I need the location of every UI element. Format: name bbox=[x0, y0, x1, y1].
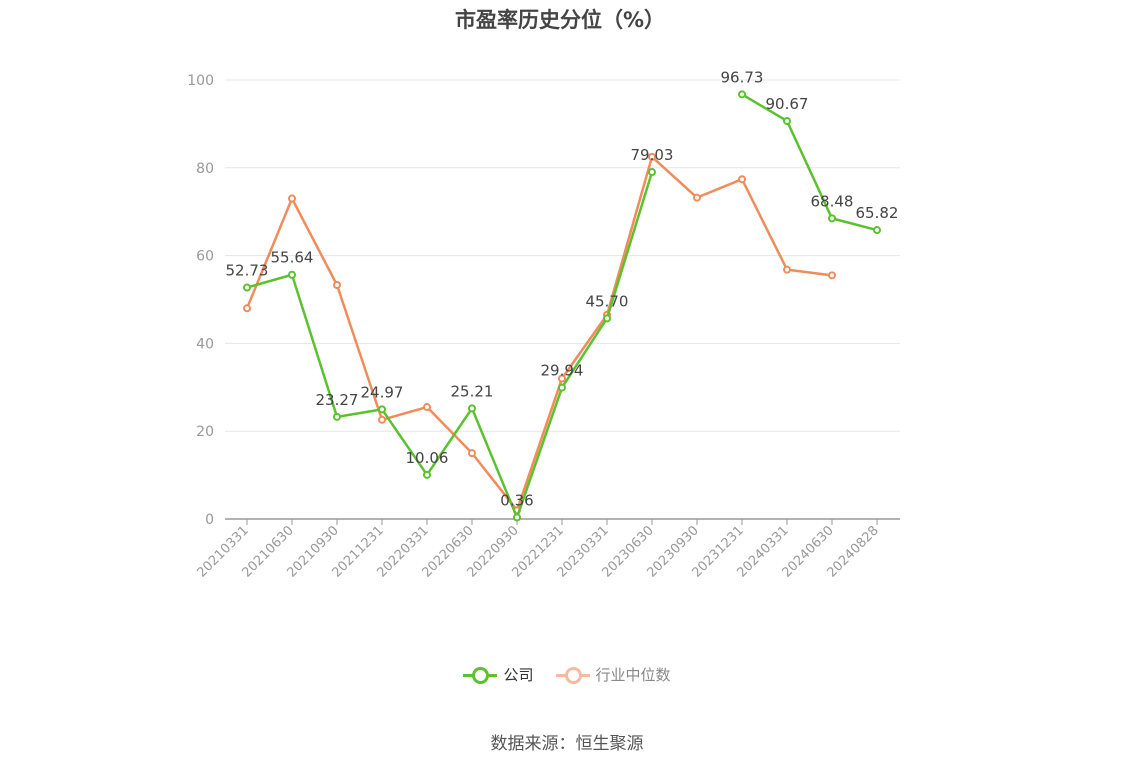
y-tick-label: 20 bbox=[196, 424, 214, 440]
data-label-company: 23.27 bbox=[316, 391, 359, 409]
data-point-company bbox=[468, 404, 476, 413]
data-label-company: 45.70 bbox=[586, 292, 629, 310]
data-label-company: 52.73 bbox=[226, 262, 269, 280]
data-label-company: 65.82 bbox=[856, 204, 899, 222]
data-point-company bbox=[243, 283, 251, 292]
data-point-company bbox=[333, 412, 341, 421]
data-point-industry-median bbox=[738, 175, 746, 184]
data-label-company: 96.73 bbox=[721, 68, 764, 86]
data-point-industry-median bbox=[828, 271, 836, 280]
data-label-company: 24.97 bbox=[361, 383, 404, 401]
data-point-industry-median bbox=[333, 281, 341, 290]
data-point-company bbox=[558, 383, 566, 392]
series-line-company bbox=[246, 93, 878, 519]
y-tick-label: 60 bbox=[196, 249, 214, 265]
data-point-company bbox=[423, 470, 431, 479]
series-layer bbox=[243, 90, 881, 522]
legend-item-industry-median[interactable]: 行业中位数 bbox=[555, 664, 671, 685]
y-tick-label: 40 bbox=[196, 336, 214, 352]
legend-label-company: 公司 bbox=[503, 666, 534, 684]
legend-swatch-company bbox=[463, 666, 498, 684]
data-point-industry-median bbox=[468, 449, 476, 458]
data-label-company: 10.06 bbox=[406, 449, 449, 467]
data-point-company bbox=[603, 314, 611, 323]
y-tick-label: 80 bbox=[196, 161, 214, 177]
data-point-industry-median bbox=[783, 265, 791, 274]
data-point-company bbox=[648, 168, 656, 177]
data-point-company bbox=[873, 226, 881, 235]
data-point-industry-median bbox=[378, 415, 386, 424]
data-label-company: 68.48 bbox=[811, 192, 854, 210]
axis-layer: 0204060801002021033120210630202109302021… bbox=[187, 73, 900, 581]
data-point-company bbox=[783, 116, 791, 125]
data-label-company: 0.36 bbox=[500, 491, 533, 509]
data-label-company: 29.94 bbox=[541, 362, 584, 380]
series-line-industry-median bbox=[245, 155, 833, 512]
grid-layer bbox=[225, 79, 900, 432]
data-point-industry-median bbox=[288, 194, 296, 203]
data-point-industry-median bbox=[648, 152, 656, 161]
y-tick-label: 0 bbox=[205, 512, 214, 528]
data-label-company: 25.21 bbox=[451, 382, 494, 400]
data-point-company bbox=[378, 405, 386, 414]
data-point-company bbox=[513, 513, 521, 522]
chart-title: 市盈率历史分位（%） bbox=[454, 8, 666, 32]
y-tick-label: 100 bbox=[187, 73, 214, 89]
data-point-industry-median bbox=[693, 193, 701, 202]
data-point-industry-median bbox=[243, 304, 251, 313]
data-point-industry-median bbox=[423, 403, 431, 412]
legend-swatch-industry-median bbox=[555, 666, 590, 684]
legend-item-company[interactable]: 公司 bbox=[463, 664, 534, 685]
data-source-note: 数据来源：恒生聚源 bbox=[490, 734, 644, 754]
data-label-company: 90.67 bbox=[766, 95, 809, 113]
data-point-company bbox=[828, 214, 836, 223]
legend-label-industry-median: 行业中位数 bbox=[595, 666, 671, 684]
legend: 公司 行业中位数 bbox=[0, 664, 1134, 685]
data-label-company: 55.64 bbox=[271, 249, 314, 267]
data-point-company bbox=[738, 90, 746, 99]
data-point-industry-median bbox=[558, 374, 566, 383]
data-point-company bbox=[288, 270, 296, 279]
data-label-company: 79.03 bbox=[631, 146, 674, 164]
